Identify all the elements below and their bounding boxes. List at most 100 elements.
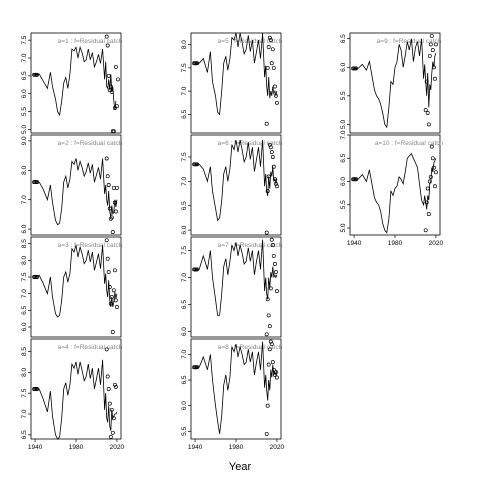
y-tick-label: 5.5 <box>181 426 188 435</box>
panel-title: a=5 : f=Residual catch <box>218 38 283 45</box>
data-point <box>272 84 277 89</box>
y-tick-label: 8.0 <box>21 255 28 264</box>
data-point <box>269 61 274 66</box>
data-point <box>109 89 114 94</box>
panel-frame <box>30 338 122 440</box>
data-point <box>113 384 118 389</box>
data-point <box>428 174 433 179</box>
y-tick-label: 6.0 <box>340 177 347 186</box>
data-point <box>112 382 117 387</box>
data-point <box>265 403 270 408</box>
y-tick-label: 6.0 <box>181 327 188 336</box>
y-tick-label: 6.0 <box>181 225 188 234</box>
x-tick-label: 2020 <box>270 444 285 451</box>
y-tick-label: 8.5 <box>21 347 28 356</box>
data-point <box>427 179 432 184</box>
y-tick-label: 6.0 <box>21 89 28 98</box>
data-point <box>264 431 269 436</box>
data-point <box>269 150 274 155</box>
data-point <box>272 262 277 266</box>
data-point <box>113 209 118 214</box>
panel-7: 6.0 6.5 7.0 7.5 a=7 : f=Residual catch <box>181 236 283 338</box>
data-point <box>428 42 433 47</box>
data-point <box>266 313 271 318</box>
data-point <box>35 72 40 77</box>
data-point <box>266 174 271 179</box>
series-line <box>195 139 278 222</box>
panel-title: a=8 : f=Residual catch <box>218 344 283 351</box>
panel-frame <box>30 236 122 338</box>
data-point <box>267 324 272 329</box>
data-point <box>274 289 279 294</box>
data-point <box>106 387 111 391</box>
y-tick-label: 7.0 <box>181 349 188 358</box>
y-tick-label: 5.5 <box>21 107 28 116</box>
panel-3: 6.0 6.5 7.0 7.5 8.0 8.5 a=3 : f=Residual catch <box>21 236 123 338</box>
y-tick-label: 6.5 <box>340 153 347 162</box>
y-tick-label: 6.5 <box>340 34 347 43</box>
y-tick-label: 7.5 <box>181 63 188 72</box>
data-point <box>429 144 434 149</box>
data-point <box>423 108 428 113</box>
data-point <box>113 64 118 69</box>
y-tick-label: 6.5 <box>181 375 188 384</box>
panel-frame <box>30 134 122 236</box>
data-point <box>265 189 270 194</box>
data-point <box>271 164 276 169</box>
data-point <box>195 162 200 167</box>
data-point <box>430 48 435 53</box>
y-tick-label: 7.5 <box>181 152 188 161</box>
y-tick-label: 7.0 <box>21 53 28 62</box>
data-point <box>425 186 430 191</box>
x-tick-label: 1940 <box>347 240 362 247</box>
data-point <box>108 434 113 439</box>
data-point <box>115 77 120 82</box>
y-tick-label: 7.5 <box>21 388 28 397</box>
data-point <box>270 47 275 52</box>
data-point <box>266 45 271 49</box>
data-point <box>105 256 110 261</box>
y-tick-label: 5.5 <box>340 91 347 100</box>
data-point <box>105 374 110 379</box>
y-tick-label: 6.0 <box>21 224 28 233</box>
panel-title: a=10 : f=Residual catch <box>375 140 444 147</box>
y-tick-label: 7.0 <box>21 195 28 204</box>
data-point <box>272 176 277 181</box>
data-point <box>270 360 275 365</box>
y-tick-label: 7.0 <box>340 130 347 139</box>
data-point <box>105 43 110 48</box>
data-point <box>35 387 40 391</box>
data-point <box>111 185 116 190</box>
data-point <box>35 180 40 185</box>
y-tick-label: 6.5 <box>181 201 188 210</box>
y-tick-label: 8.0 <box>21 165 28 174</box>
panel-frame <box>190 236 282 338</box>
series-line <box>34 245 118 318</box>
y-tick-label: 7.0 <box>21 409 28 418</box>
panel-title: a=2 : f=Residual catch <box>58 140 123 147</box>
data-point <box>426 212 431 217</box>
panel-10: 5.0 5.5 6.0 6.5 7.0 1940 1980 2020 a=10 : f=Resi… <box>340 130 444 247</box>
y-tick-label: 5.5 <box>340 200 347 209</box>
x-tick-label: 1980 <box>229 444 244 451</box>
y-tick-label: 5.0 <box>21 125 28 134</box>
y-tick-label: 6.5 <box>21 71 28 80</box>
data-point <box>354 66 359 71</box>
data-point <box>106 183 111 187</box>
panel-frame <box>349 134 441 236</box>
series-line <box>195 341 278 434</box>
data-point <box>106 270 111 274</box>
data-point <box>114 104 119 109</box>
data-point <box>114 305 119 309</box>
y-tick-label: 7.0 <box>181 273 188 282</box>
data-point <box>109 407 114 412</box>
data-point <box>265 65 270 70</box>
y-tick-label: 8.5 <box>21 239 28 248</box>
data-point <box>109 295 114 299</box>
y-tick-label: 7.5 <box>21 272 28 281</box>
panel-title: a=4 : f=Residual catch <box>58 344 123 351</box>
y-tick-label: 6.5 <box>181 300 188 309</box>
x-tick-label: 1940 <box>188 444 203 451</box>
data-point <box>433 170 438 175</box>
y-tick-label: 7.0 <box>181 86 188 95</box>
